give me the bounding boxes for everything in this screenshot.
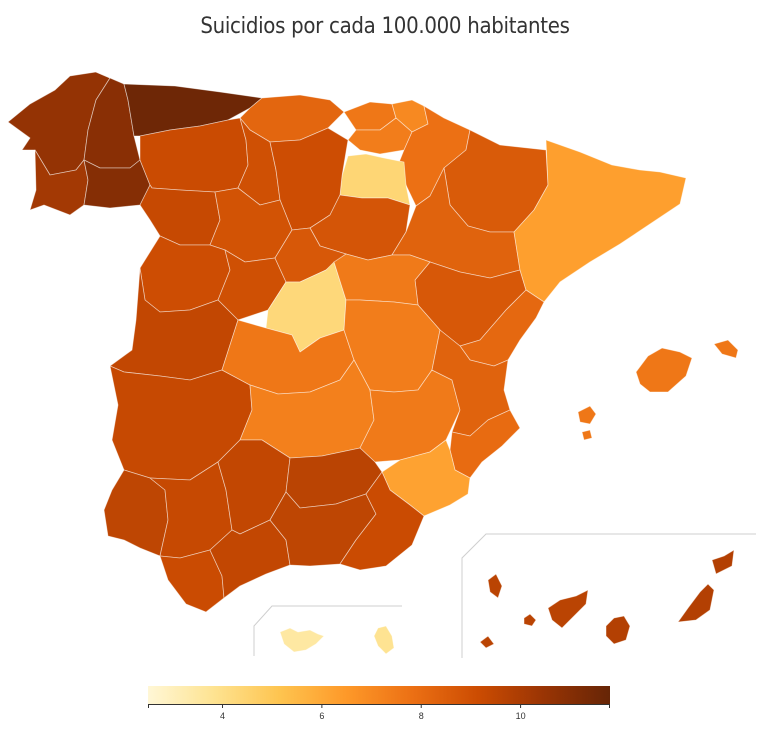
province-guadalajara[interactable] (333, 253, 431, 306)
province-baleares[interactable] (577, 339, 739, 441)
legend-ticks: 4 6 8 10 (220, 704, 526, 721)
legend-tick-label: 8 (419, 711, 424, 721)
legend-gradient-bar (148, 686, 610, 704)
canarias-inset-frame (461, 533, 756, 658)
legend-tick-label: 6 (319, 711, 324, 721)
legend-tick-label: 4 (220, 711, 225, 721)
province-valencia[interactable] (431, 329, 511, 437)
province-catalunya[interactable] (513, 139, 687, 303)
province-zamora[interactable] (139, 184, 221, 246)
map-title: Suicidios por cada 100.000 habitantes (200, 14, 570, 39)
color-legend: 4 6 8 10 (148, 686, 610, 721)
legend-tick-label: 10 (516, 711, 526, 721)
province-ceuta[interactable] (279, 627, 325, 653)
province-santa-cruz-de-tenerife[interactable] (479, 573, 589, 649)
ceuta-melilla-inset-frame (253, 605, 402, 656)
province-melilla[interactable] (373, 625, 395, 655)
province-las-palmas[interactable] (605, 549, 735, 645)
province-almeria[interactable] (339, 471, 425, 571)
